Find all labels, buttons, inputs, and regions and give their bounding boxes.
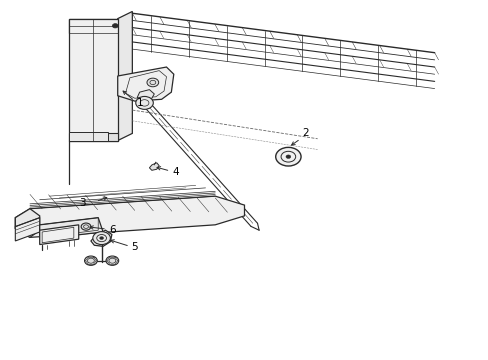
Polygon shape bbox=[40, 218, 103, 239]
Circle shape bbox=[81, 223, 91, 230]
Text: 5: 5 bbox=[131, 242, 138, 252]
Polygon shape bbox=[118, 12, 132, 140]
Text: 6: 6 bbox=[109, 225, 115, 235]
Polygon shape bbox=[69, 19, 118, 140]
Polygon shape bbox=[15, 218, 40, 241]
Polygon shape bbox=[69, 132, 108, 140]
Circle shape bbox=[136, 96, 153, 109]
Polygon shape bbox=[91, 230, 112, 246]
Circle shape bbox=[285, 155, 290, 158]
Circle shape bbox=[100, 237, 103, 239]
Circle shape bbox=[147, 78, 158, 87]
Text: 3: 3 bbox=[79, 198, 86, 208]
Circle shape bbox=[93, 231, 110, 244]
Polygon shape bbox=[137, 90, 154, 100]
Polygon shape bbox=[69, 134, 118, 140]
Circle shape bbox=[84, 256, 97, 265]
Text: 2: 2 bbox=[302, 128, 308, 138]
Polygon shape bbox=[40, 225, 79, 244]
Circle shape bbox=[275, 147, 301, 166]
Polygon shape bbox=[15, 196, 244, 237]
Text: 1: 1 bbox=[137, 98, 143, 108]
Circle shape bbox=[112, 24, 118, 28]
Circle shape bbox=[106, 256, 119, 265]
Text: 4: 4 bbox=[172, 167, 179, 177]
Polygon shape bbox=[118, 67, 173, 101]
Polygon shape bbox=[15, 209, 40, 237]
Polygon shape bbox=[69, 19, 118, 33]
Polygon shape bbox=[149, 163, 159, 170]
